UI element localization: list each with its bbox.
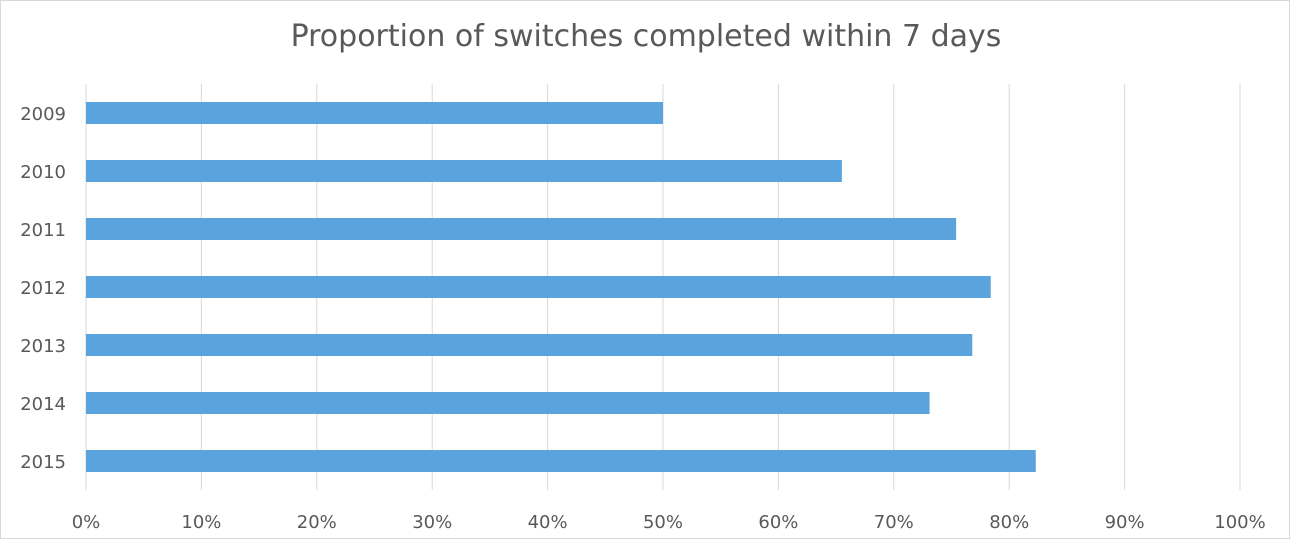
x-tick-label: 30%	[412, 512, 452, 533]
bar-2011	[86, 218, 957, 240]
x-tick-label: 70%	[874, 512, 914, 533]
x-tick-label: 60%	[758, 512, 798, 533]
x-tick-label: 0%	[72, 512, 101, 533]
bar-2013	[86, 334, 973, 356]
bars	[86, 102, 1036, 472]
y-category-label: 2011	[20, 220, 66, 241]
bar-2014	[86, 392, 930, 414]
y-category-label: 2009	[20, 104, 66, 125]
y-category-label: 2012	[20, 278, 66, 299]
bar-2010	[86, 160, 842, 182]
bar-2015	[86, 450, 1036, 472]
x-tick-label: 100%	[1214, 512, 1265, 533]
x-tick-label: 10%	[181, 512, 221, 533]
bar-2012	[86, 276, 991, 298]
x-axis-labels: 0% 10% 20% 30% 40% 50% 60% 70% 80% 90% 100%	[72, 512, 1266, 533]
x-tick-label: 90%	[1105, 512, 1145, 533]
y-category-label: 2010	[20, 162, 66, 183]
y-category-label: 2015	[20, 452, 66, 473]
x-tick-label: 50%	[643, 512, 683, 533]
y-category-label: 2014	[20, 394, 66, 415]
x-tick-label: 40%	[528, 512, 568, 533]
x-tick-label: 20%	[297, 512, 337, 533]
chart-title: Proportion of switches completed within …	[290, 19, 1002, 54]
x-tick-label: 80%	[989, 512, 1029, 533]
bar-2009	[86, 102, 663, 124]
y-category-label: 2013	[20, 336, 66, 357]
y-axis-labels: 2009 2010 2011 2012 2013 2014 2015	[20, 104, 66, 473]
